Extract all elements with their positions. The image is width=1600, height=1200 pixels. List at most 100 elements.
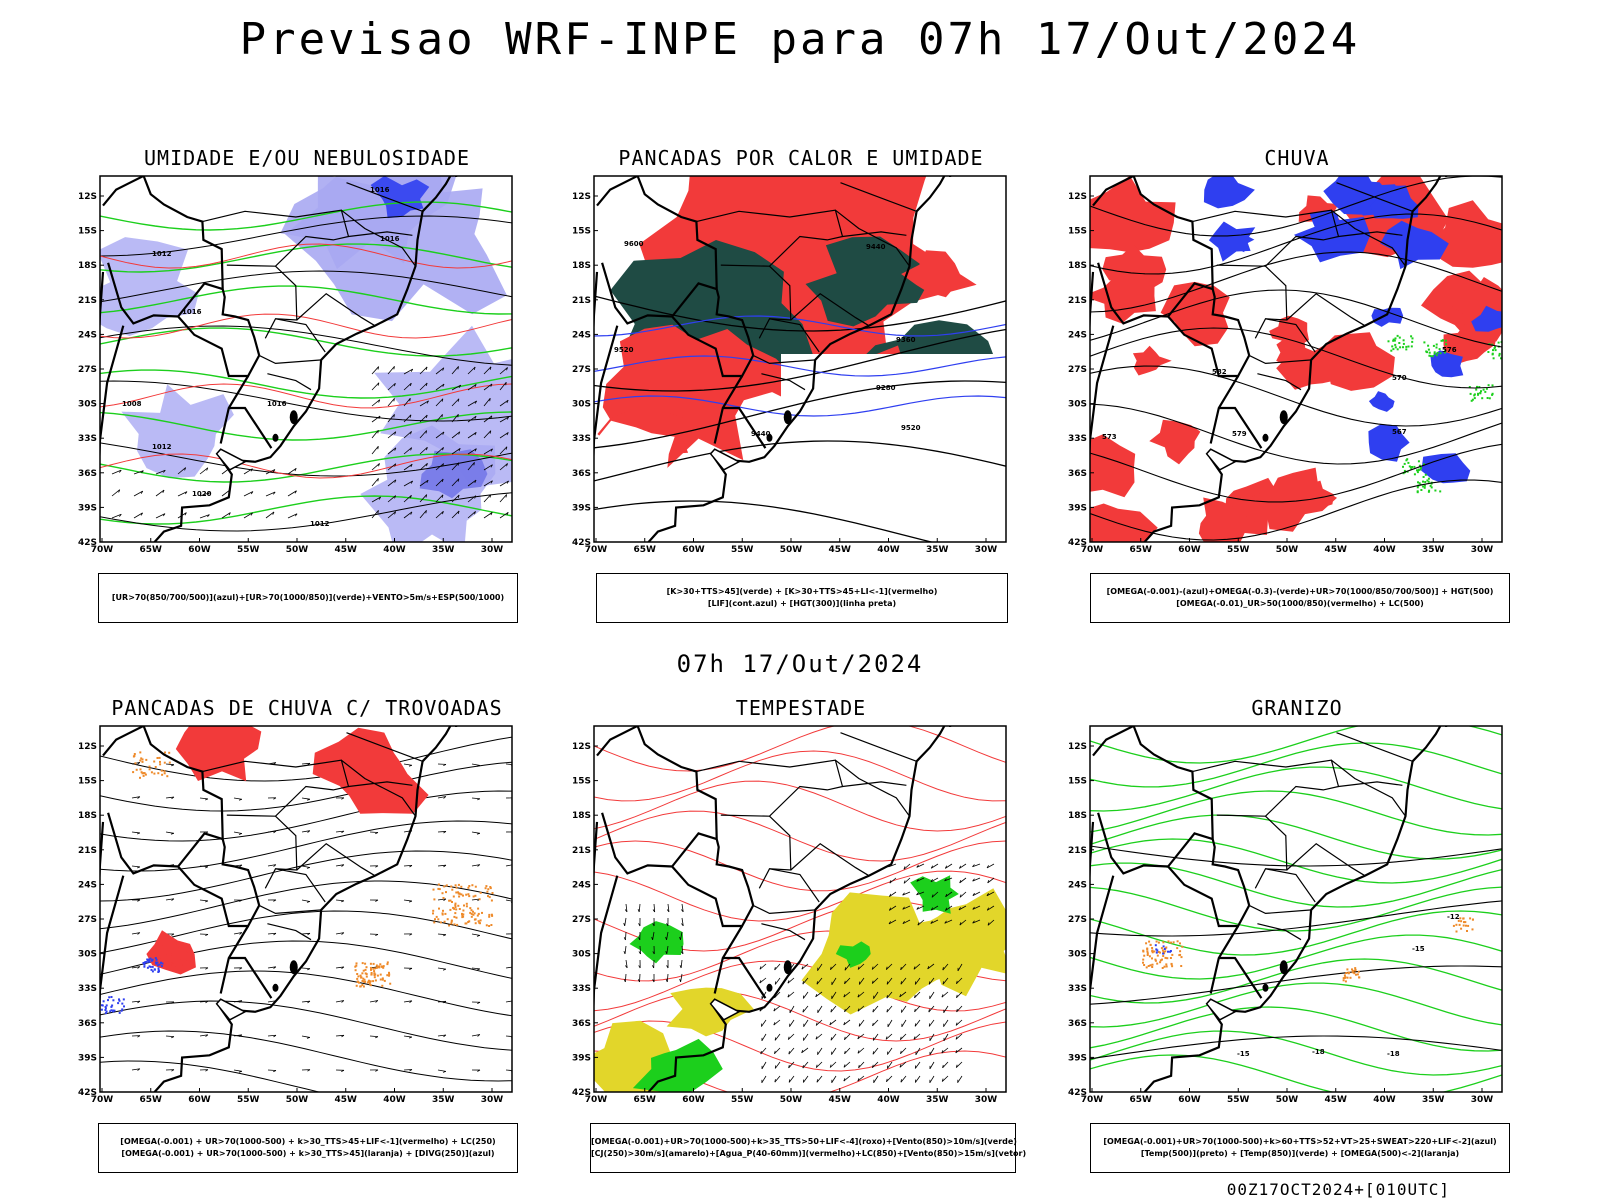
shaded-pixel bbox=[1346, 976, 1349, 979]
shaded-pixel bbox=[178, 946, 181, 949]
shaded-pixel bbox=[444, 912, 447, 915]
wind-vector bbox=[435, 383, 445, 391]
wind-vector-head bbox=[137, 762, 141, 765]
lon-tick-label: 55W bbox=[1227, 1095, 1250, 1105]
wind-vector bbox=[265, 511, 275, 519]
map-frame bbox=[99, 725, 513, 1093]
country-border bbox=[1092, 726, 1251, 906]
wind-vector-head bbox=[238, 798, 243, 801]
country-border bbox=[100, 875, 125, 1021]
wind-vector-head bbox=[625, 965, 628, 969]
shaded-pixel bbox=[1406, 458, 1409, 461]
shaded-pixel bbox=[1500, 357, 1502, 360]
wind-vector-head bbox=[956, 980, 958, 984]
shaded-pixel bbox=[1347, 971, 1350, 974]
lon-tick-label: 40W bbox=[1373, 1095, 1396, 1105]
wind-vector bbox=[483, 464, 493, 471]
wind-vector bbox=[625, 959, 628, 968]
shaded-pixel bbox=[373, 974, 376, 976]
country-border bbox=[1090, 325, 1115, 471]
lat-tick-label: 15S bbox=[1068, 227, 1087, 237]
shaded-pixel bbox=[1162, 945, 1165, 948]
shaded-pixel bbox=[364, 968, 367, 971]
wind-vector-head bbox=[651, 936, 653, 941]
shaded-pixel bbox=[156, 757, 159, 759]
wind-vector-head bbox=[490, 383, 493, 387]
shaded-pixel bbox=[361, 972, 364, 975]
shaded-pixel bbox=[1355, 973, 1357, 976]
shaded-pixel bbox=[163, 772, 166, 775]
shaded-pixel bbox=[1410, 335, 1413, 338]
shaded-pixel bbox=[469, 911, 472, 914]
shaded-pixel bbox=[370, 968, 372, 971]
shaded-pixel bbox=[171, 960, 173, 963]
wind-vector bbox=[387, 414, 395, 423]
shaded-pixel bbox=[1423, 484, 1426, 487]
wind-vector bbox=[133, 490, 143, 497]
shaded-pixel bbox=[1485, 387, 1488, 390]
wind-vector-head bbox=[239, 932, 243, 935]
shaded-pixel bbox=[1410, 345, 1413, 348]
wind-vector-head bbox=[489, 366, 492, 370]
shaded-pixel bbox=[1491, 393, 1494, 396]
shaded-pixel bbox=[1156, 962, 1159, 965]
wind-vector-head bbox=[458, 384, 462, 388]
wind-vector bbox=[624, 917, 627, 926]
wind-vector-head bbox=[458, 448, 461, 452]
shaded-pixel bbox=[173, 963, 175, 966]
river-plate bbox=[215, 448, 247, 471]
humidity-contour bbox=[100, 495, 512, 525]
wind-vector-head bbox=[914, 1008, 916, 1012]
shaded-pixel bbox=[485, 924, 488, 927]
streamline-arrow bbox=[301, 932, 311, 935]
lat-tick-label: 21S bbox=[572, 846, 591, 856]
wind-vector-head bbox=[207, 492, 210, 496]
shaded-pixel bbox=[1475, 388, 1478, 391]
wind-vector-head bbox=[490, 464, 493, 468]
wind-vector bbox=[387, 463, 397, 471]
height-contour bbox=[594, 328, 1006, 392]
wind-vector bbox=[959, 891, 967, 898]
shaded-pixel bbox=[464, 922, 467, 925]
lon-tick-label: 60W bbox=[682, 1095, 705, 1105]
wind-vector-head bbox=[506, 400, 509, 404]
lat-tick-label: 39S bbox=[1068, 1053, 1087, 1063]
wind-vector bbox=[889, 877, 897, 884]
wind-vector-head bbox=[802, 981, 804, 985]
state-border bbox=[761, 373, 806, 391]
wind-vector bbox=[927, 963, 935, 970]
lat-tick-label: 27S bbox=[78, 365, 97, 375]
lat-tick-label: 36S bbox=[1068, 1019, 1087, 1029]
wind-vector-head bbox=[889, 893, 892, 897]
wind-area bbox=[910, 875, 959, 914]
instability-area bbox=[901, 250, 960, 298]
wind-vector-head bbox=[273, 797, 277, 800]
wind-vector bbox=[929, 991, 935, 999]
streamline-arrow bbox=[301, 797, 310, 800]
lon-tick-label: 55W bbox=[731, 1095, 754, 1105]
shaded-pixel bbox=[372, 967, 375, 970]
wind-vector-head bbox=[830, 1037, 832, 1041]
lon-tick-label: 65W bbox=[1130, 545, 1153, 555]
country-border bbox=[1097, 262, 1251, 378]
wind-vector-head bbox=[375, 899, 379, 902]
wind-vector bbox=[371, 430, 379, 439]
wind-vector-head bbox=[306, 867, 310, 869]
shaded-pixel bbox=[1440, 339, 1443, 342]
shaded-pixel bbox=[157, 971, 160, 973]
streamline-arrow bbox=[233, 831, 242, 834]
contour-label: 1016 bbox=[370, 186, 390, 194]
shaded-pixel bbox=[1429, 355, 1432, 357]
wind-vector bbox=[403, 414, 412, 423]
shaded-pixel bbox=[488, 896, 491, 899]
wind-vector-head bbox=[474, 432, 477, 436]
shaded-pixel bbox=[104, 1006, 107, 1008]
shaded-pixel bbox=[175, 964, 178, 967]
shaded-pixel bbox=[489, 887, 492, 890]
wind-vector bbox=[857, 991, 865, 998]
shaded-pixel bbox=[1151, 963, 1154, 966]
lat-tick-label: 12S bbox=[78, 192, 97, 202]
state-border bbox=[348, 231, 413, 238]
shaded-pixel bbox=[1431, 355, 1434, 358]
lon-tick-label: 50W bbox=[780, 1095, 803, 1105]
